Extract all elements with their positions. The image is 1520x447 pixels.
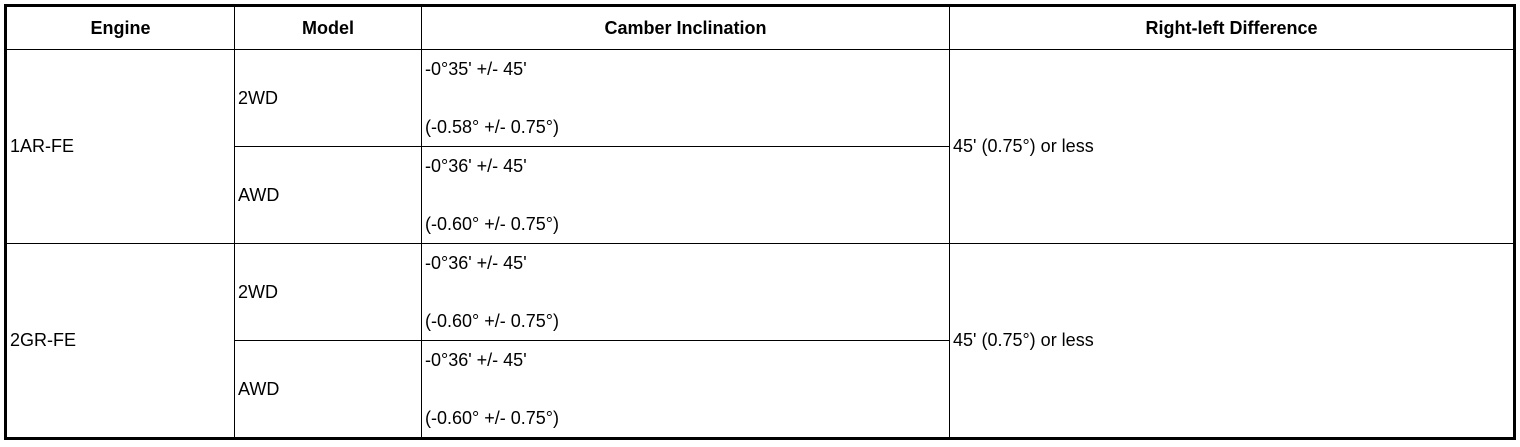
difference-cell: 45' (0.75°) or less xyxy=(949,243,1515,439)
header-engine: Engine xyxy=(5,5,235,50)
camber-deg-min: -0°35' +/- 45' xyxy=(425,59,527,79)
model-cell: 2WD xyxy=(234,243,422,341)
engine-cell: 1AR-FE xyxy=(5,49,235,244)
header-row: Engine Model Camber Inclination Right-le… xyxy=(5,5,1515,50)
header-camber: Camber Inclination xyxy=(421,5,950,50)
camber-decimal: (-0.60° +/- 0.75°) xyxy=(425,311,559,331)
camber-deg-min: -0°36' +/- 45' xyxy=(425,253,527,273)
camber-cell: -0°36' +/- 45' (-0.60° +/- 0.75°) xyxy=(421,146,950,244)
table-row: 2GR-FE 2WD -0°36' +/- 45' (-0.60° +/- 0.7… xyxy=(5,243,1515,439)
model-cell: AWD xyxy=(234,146,422,244)
camber-cell: -0°35' +/- 45' (-0.58° +/- 0.75°) xyxy=(421,49,950,147)
table-row: 1AR-FE 2WD -0°35' +/- 45' (-0.58° +/- 0.7… xyxy=(5,49,1515,244)
engine-cell: 2GR-FE xyxy=(5,243,235,439)
camber-deg-min: -0°36' +/- 45' xyxy=(425,350,527,370)
camber-decimal: (-0.60° +/- 0.75°) xyxy=(425,214,559,234)
difference-cell: 45' (0.75°) or less xyxy=(949,49,1515,244)
camber-cell: -0°36' +/- 45' (-0.60° +/- 0.75°) xyxy=(421,340,950,439)
table-row: AWD -0°36' +/- 45' (-0.60° +/- 0.75°) xyxy=(6,340,1515,439)
camber-decimal: (-0.58° +/- 0.75°) xyxy=(425,117,559,137)
header-model: Model xyxy=(234,5,422,50)
camber-decimal: (-0.60° +/- 0.75°) xyxy=(425,408,559,428)
model-cell: 2WD xyxy=(234,49,422,147)
camber-spec-table: Engine Model Camber Inclination Right-le… xyxy=(4,4,1516,440)
header-difference: Right-left Difference xyxy=(949,5,1515,50)
camber-deg-min: -0°36' +/- 45' xyxy=(425,156,527,176)
table-row: AWD -0°36' +/- 45' (-0.60° +/- 0.75°) xyxy=(6,146,1515,244)
model-cell: AWD xyxy=(234,340,422,439)
camber-cell: -0°36' +/- 45' (-0.60° +/- 0.75°) xyxy=(421,243,950,341)
